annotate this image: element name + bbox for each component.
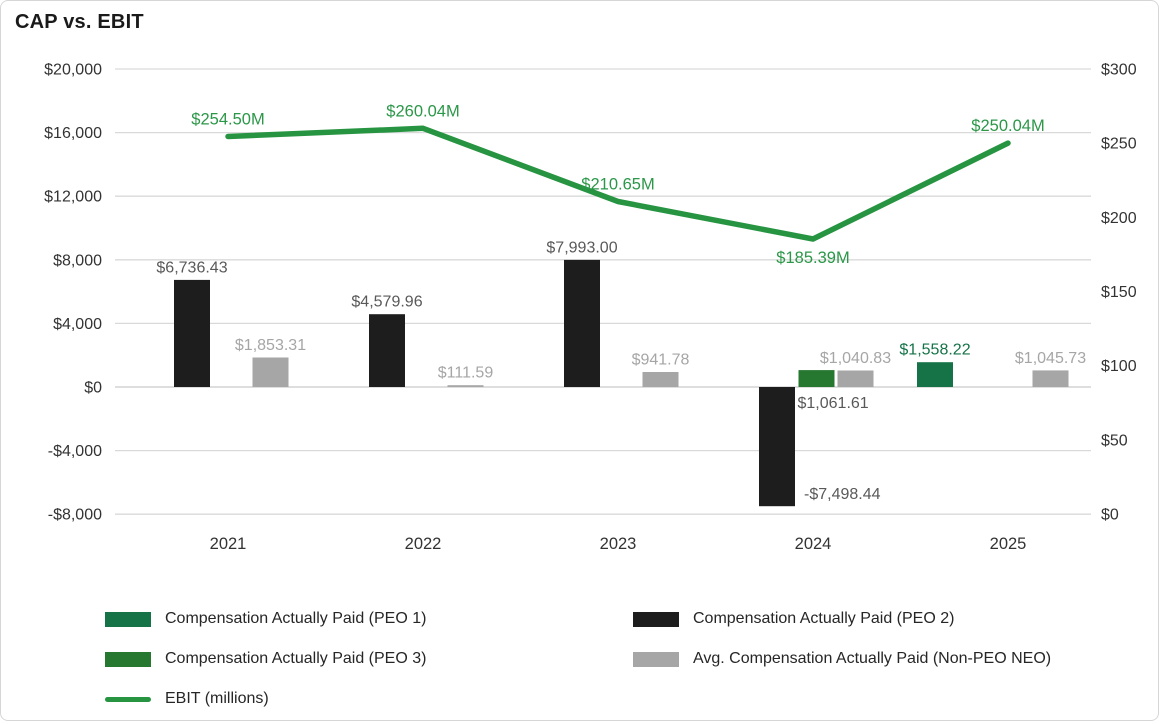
bar-series4-2025	[1032, 370, 1069, 387]
bar-series1-2025	[917, 362, 953, 387]
ebit-data-label: $210.65M	[581, 176, 654, 194]
x-axis-year-label: 2021	[210, 535, 247, 553]
left-axis-tick-label: $0	[84, 380, 102, 397]
left-axis-tick-label: -$8,000	[48, 507, 102, 524]
bar-data-label: $4,579.96	[351, 294, 422, 311]
bar-series2-2021	[174, 279, 210, 387]
x-axis-year-label: 2024	[795, 535, 832, 553]
legend-label-peo2: Compensation Actually Paid (PEO 2)	[693, 610, 955, 627]
left-axis-tick-label: $12,000	[44, 189, 102, 206]
bar-data-label: $111.59	[438, 365, 494, 382]
peo3-swatch-icon	[105, 651, 151, 667]
bar-series2-2023	[564, 259, 600, 387]
x-axis-year-label: 2022	[405, 535, 442, 553]
left-axis-tick-label: -$4,000	[48, 443, 102, 460]
bar-data-label: $1,061.61	[798, 395, 869, 412]
legend-label-nonpeo: Avg. Compensation Actually Paid (Non-PEO…	[693, 650, 1052, 667]
ebit-data-label: $260.04M	[386, 102, 459, 120]
x-axis-year-label: 2023	[600, 535, 637, 553]
right-axis-tick-label: $150	[1101, 284, 1137, 301]
bar-series4-2021	[252, 357, 289, 387]
legend-item-ebit: EBIT (millions)	[105, 679, 426, 719]
legend-column-right: Compensation Actually Paid (PEO 2) Avg. …	[633, 599, 1051, 679]
bar-series4-2023	[642, 372, 679, 387]
bar-data-label: $1,558.22	[899, 342, 970, 359]
left-axis-tick-label: $20,000	[44, 62, 102, 79]
legend-item-peo2: Compensation Actually Paid (PEO 2)	[633, 599, 1051, 639]
legend-item-peo3: Compensation Actually Paid (PEO 3)	[105, 639, 426, 679]
bar-data-label: $1,040.83	[820, 350, 891, 367]
bar-data-label: $941.78	[632, 352, 690, 369]
bar-series2-2022	[369, 314, 405, 387]
bar-data-label: $6,736.43	[156, 259, 227, 276]
cap-vs-ebit-chart: $20,000 $16,000 $12,000 $8,000 $4,000 $0 -$4,0…	[44, 62, 1137, 554]
bar-data-label: $1,045.73	[1015, 350, 1086, 367]
right-axis-tick-label: $250	[1101, 136, 1137, 153]
bar-series2-2024	[759, 387, 795, 507]
x-axis-year-label: 2025	[990, 535, 1027, 553]
legend-label-peo3: Compensation Actually Paid (PEO 3)	[165, 650, 427, 667]
legend-label-ebit: EBIT (millions)	[165, 690, 269, 707]
bar-series4-2024	[837, 370, 874, 387]
right-axis-tick-label: $200	[1101, 210, 1137, 227]
bar-series4-2022	[447, 385, 484, 387]
legend-item-peo1: Compensation Actually Paid (PEO 1)	[105, 599, 426, 639]
right-axis-tick-label: $100	[1101, 358, 1137, 375]
legend-column-left: Compensation Actually Paid (PEO 1) Compe…	[105, 599, 426, 719]
peo2-swatch-icon	[633, 611, 679, 627]
ebit-data-label: $254.50M	[191, 111, 264, 129]
legend-item-nonpeo: Avg. Compensation Actually Paid (Non-PEO…	[633, 639, 1051, 679]
legend-label-peo1: Compensation Actually Paid (PEO 1)	[165, 610, 427, 627]
ebit-line-swatch-icon	[105, 696, 151, 702]
peo1-swatch-icon	[105, 611, 151, 627]
left-axis-tick-label: $4,000	[53, 316, 102, 333]
left-axis-tick-label: $16,000	[44, 125, 102, 142]
ebit-data-label: $250.04M	[971, 117, 1044, 135]
ebit-line	[225, 125, 1011, 242]
left-axis-tick-label: $8,000	[53, 252, 102, 269]
ebit-data-label: $185.39M	[776, 249, 849, 267]
bar-series3-2024	[798, 370, 835, 387]
right-axis-tick-label: $0	[1101, 507, 1119, 524]
right-axis-tick-label: $50	[1101, 432, 1128, 449]
bar-data-label: $1,853.31	[235, 337, 306, 354]
nonpeo-swatch-icon	[633, 651, 679, 667]
bar-data-label: -$7,498.44	[804, 486, 881, 503]
chart-title: CAP vs. EBIT	[15, 11, 144, 33]
bar-data-label: $7,993.00	[546, 239, 617, 256]
right-axis-tick-label: $300	[1101, 62, 1137, 79]
